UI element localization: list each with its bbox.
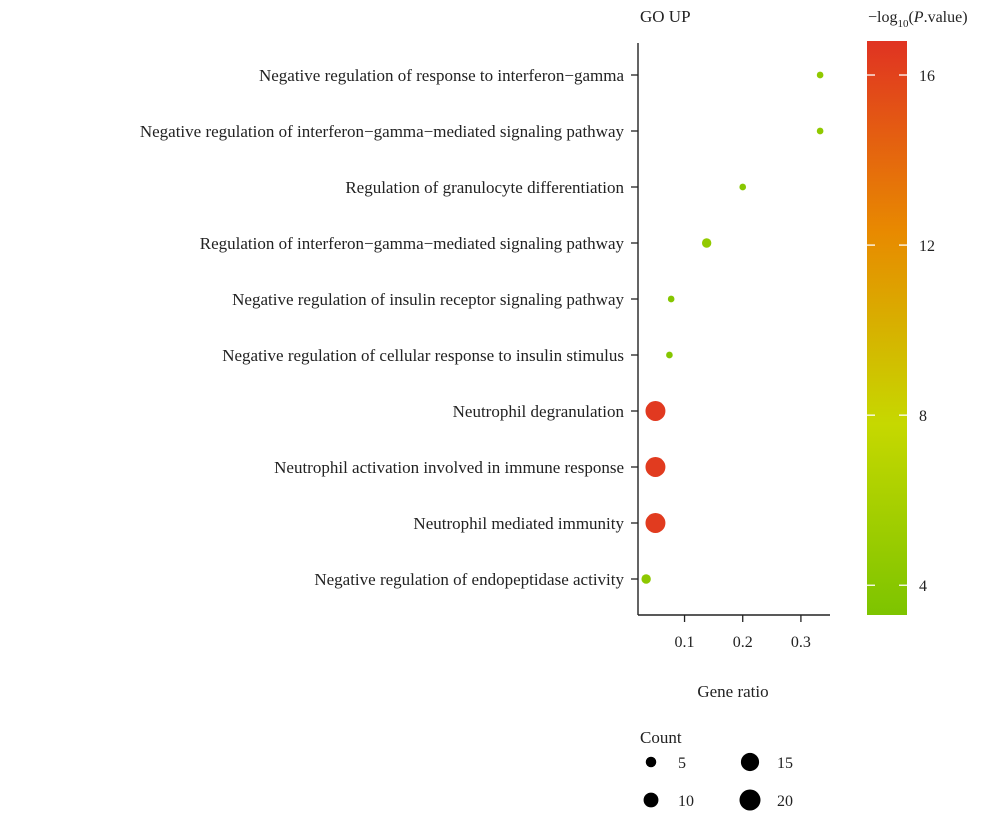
data-point <box>701 238 712 248</box>
data-point <box>641 574 651 584</box>
y-tick-label: Regulation of interferon−gamma−mediated … <box>200 234 625 253</box>
data-point <box>739 183 747 191</box>
size-legend-label: 15 <box>777 755 793 772</box>
size-legend-marker <box>739 789 761 811</box>
x-tick-label: 0.3 <box>791 634 811 651</box>
y-axis-labels: Negative regulation of response to inter… <box>140 66 625 589</box>
data-point <box>645 513 666 533</box>
y-tick-label: Negative regulation of insulin receptor … <box>232 290 624 309</box>
data-points <box>641 71 824 584</box>
color-bar-tick-label: 12 <box>919 238 935 255</box>
color-bar <box>867 41 907 615</box>
x-axis-tick-labels: 0.1 0.2 0.3 <box>675 634 811 651</box>
y-tick-label: Neutrophil degranulation <box>453 402 625 421</box>
x-axis-ticks <box>683 615 802 622</box>
color-legend-title-italic: P <box>913 9 924 26</box>
x-tick-label: 0.2 <box>733 634 753 651</box>
color-legend: −log10(P.value) 4 8 12 16 <box>867 9 968 615</box>
y-axis-ticks <box>631 74 638 580</box>
color-bar-tick-label: 4 <box>919 578 927 595</box>
size-legend-title: Count <box>640 728 682 747</box>
color-bar-tick-label: 16 <box>919 68 935 85</box>
size-legend-label: 20 <box>777 793 793 810</box>
size-legend-marker <box>740 752 760 772</box>
data-point <box>816 127 824 135</box>
color-bar-ticks <box>867 74 907 586</box>
color-legend-title: −log10(P.value) <box>868 9 968 30</box>
plot-area: Negative regulation of response to inter… <box>140 43 830 651</box>
size-legend-label: 5 <box>678 755 686 772</box>
y-tick-label: Negative regulation of endopeptidase act… <box>314 570 624 589</box>
color-legend-title-paren: ( <box>908 9 913 26</box>
size-legend-marker <box>645 756 657 768</box>
y-tick-label: Negative regulation of response to inter… <box>259 66 624 85</box>
size-legend: Count 5 10 15 20 <box>640 728 793 811</box>
chart-title: GO UP <box>640 7 691 26</box>
color-legend-title-suffix: .value) <box>924 9 968 26</box>
data-point <box>667 295 675 303</box>
data-point <box>666 351 673 359</box>
y-tick-label: Negative regulation of interferon−gamma−… <box>140 122 625 141</box>
size-legend-marker <box>643 792 659 808</box>
data-point <box>816 71 824 79</box>
y-tick-label: Neutrophil mediated immunity <box>413 514 624 533</box>
color-bar-tick-label: 8 <box>919 408 927 425</box>
color-legend-title-prefix: −log <box>868 9 897 26</box>
x-axis-label: Gene ratio <box>697 682 768 701</box>
x-tick-label: 0.1 <box>675 634 695 651</box>
color-bar-tick-labels: 4 8 12 16 <box>919 68 935 595</box>
data-point <box>645 457 666 477</box>
data-point <box>645 401 666 421</box>
y-tick-label: Regulation of granulocyte differentiatio… <box>345 178 624 197</box>
color-legend-title-subscript: 10 <box>897 18 909 30</box>
y-tick-label: Negative regulation of cellular response… <box>222 346 624 365</box>
size-legend-label: 10 <box>678 793 694 810</box>
y-tick-label: Neutrophil activation involved in immune… <box>274 458 624 477</box>
